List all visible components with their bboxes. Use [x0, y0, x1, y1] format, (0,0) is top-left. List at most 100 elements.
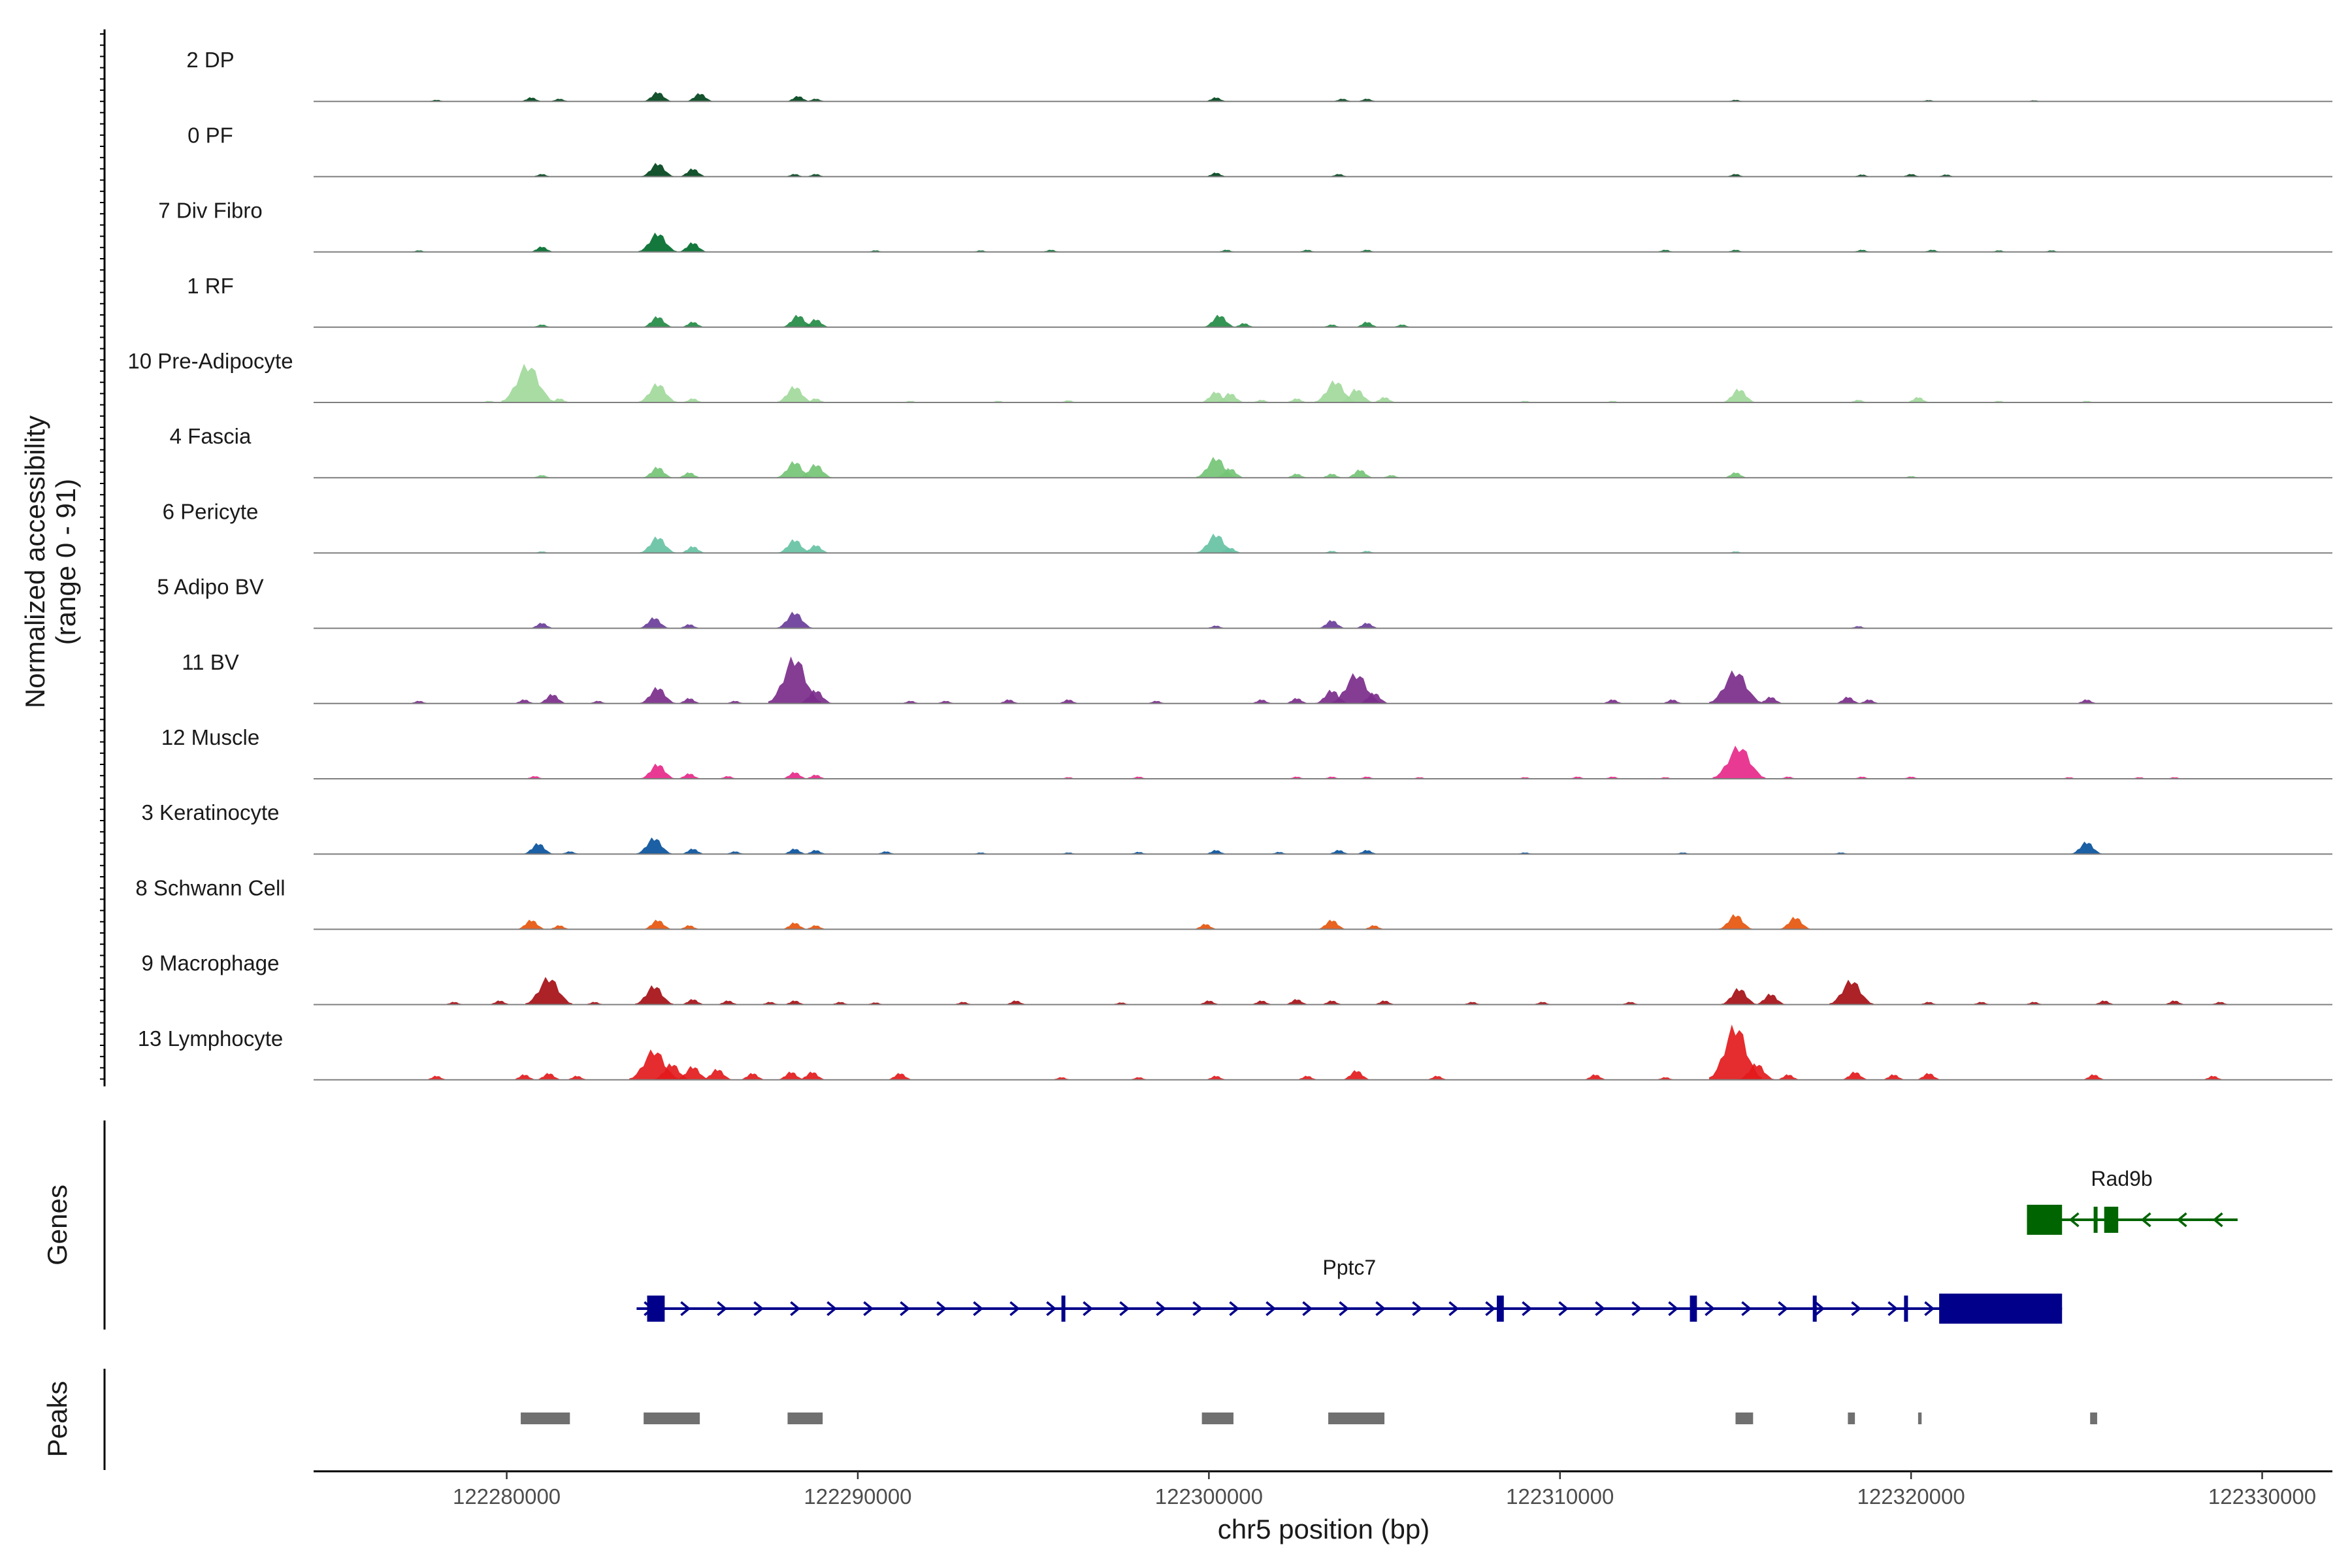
coverage-peak [1346, 469, 1373, 478]
coverage-peak [1320, 473, 1343, 478]
coverage-peak [805, 99, 826, 102]
coverage-peak [802, 544, 830, 553]
coverage-peak [1327, 849, 1350, 855]
gene-strand-arrow [1192, 1301, 1203, 1316]
coverage-peak [1204, 849, 1228, 855]
coverage-peak [724, 851, 746, 855]
gene-label: Rad9b [2091, 1167, 2152, 1190]
gene-exon [2104, 1207, 2119, 1233]
coverage-peak [1218, 547, 1242, 553]
coverage-peak [1722, 388, 1756, 402]
track-label: 1 RF [187, 274, 234, 298]
coverage-peak [681, 398, 704, 402]
x-axis: 122280000 122290000 122300000 122310000 1223… [314, 1470, 2332, 1544]
coverage-track: 5 Adipo BV [157, 575, 2332, 629]
coverage-peak [778, 539, 811, 553]
gene-strand-arrow [1851, 1301, 1862, 1316]
coverage-peak [805, 174, 826, 177]
peak-region [644, 1413, 700, 1424]
track-label: 8 Schwann Cell [135, 875, 285, 900]
gene-exon [647, 1296, 665, 1322]
peaks-panel-label: Peaks [42, 1381, 73, 1458]
coverage-peak [777, 1071, 805, 1080]
coverage-peak [740, 1073, 766, 1080]
coverage-peak [997, 699, 1021, 704]
coverage-track: 1 RF [187, 274, 2332, 328]
gene-strand-arrow [1595, 1301, 1606, 1316]
coverage-peak [681, 999, 705, 1005]
coverage-peak [1250, 699, 1273, 704]
coverage-peak [1841, 1071, 1869, 1080]
coverage-peak [1835, 696, 1861, 704]
coverage-peak [638, 383, 677, 402]
gene-strand-arrow [680, 1301, 691, 1316]
coverage-peak [1128, 1077, 1150, 1080]
coverage-peak [1661, 699, 1684, 704]
track-label: 4 Fascia [170, 424, 252, 448]
coverage-peak [1232, 323, 1256, 327]
x-tick-label: 122310000 [1506, 1484, 1614, 1509]
coverage-peak [1776, 1074, 1801, 1080]
gene-strand-arrow [1668, 1301, 1679, 1316]
coverage-peak [1145, 700, 1167, 704]
coverage-peak [1373, 1000, 1396, 1005]
coverage-peak [519, 97, 543, 102]
genes-panel-label: Genes [42, 1184, 73, 1266]
genes-panel: Genes Pptc7 Rad9b [42, 1120, 2238, 1330]
peak-region [787, 1413, 823, 1424]
coverage-peak [1970, 1002, 1992, 1005]
coverage-peak [1198, 1000, 1220, 1005]
coverage-peak [1620, 1002, 1641, 1005]
coverage-track: 12 Muscle [161, 725, 2332, 779]
coverage-peak [1204, 1075, 1228, 1080]
coverage-peak [642, 466, 673, 478]
gene-exon [1939, 1294, 2063, 1324]
coverage-peak [678, 624, 701, 629]
coverage-peak [1215, 393, 1245, 402]
coverage-peak [529, 623, 554, 629]
gene-strand-arrow [753, 1301, 764, 1316]
gene-strand-arrow [1412, 1301, 1423, 1316]
coverage-peak [1462, 1002, 1483, 1005]
coverage-peak [875, 851, 897, 855]
coverage-peak [784, 174, 806, 177]
coverage-peak [781, 922, 808, 930]
coverage-peak [1900, 174, 1922, 177]
coverage-peak [531, 475, 553, 478]
coverage-peak [524, 776, 546, 779]
coverage-peak [681, 321, 705, 327]
peak-region [521, 1413, 570, 1424]
x-tick-label: 122280000 [453, 1484, 561, 1509]
coverage-peak [641, 163, 674, 177]
coverage-peak [1342, 1070, 1371, 1080]
coverage-peak [804, 925, 827, 930]
gene-strand-arrow [790, 1301, 801, 1316]
track-label: 9 Macrophage [142, 951, 280, 975]
coverage-peak [525, 977, 573, 1005]
coverage-peak [717, 776, 739, 779]
coverage-peak [640, 687, 676, 704]
coverage-peak [1318, 619, 1345, 629]
gene-strand-arrow [900, 1301, 911, 1316]
coverage-peak [678, 925, 701, 930]
peak-region [1848, 1413, 1855, 1424]
coverage-track: 3 Keratinocyte [142, 800, 2332, 855]
coverage-peak [1204, 172, 1228, 177]
coverage-peak [1331, 99, 1353, 102]
gene-exon [1497, 1296, 1504, 1322]
gene-strand-arrow [863, 1301, 874, 1316]
coverage-left-axis: Normalized accessibility (range 0 - 91) [20, 29, 106, 1086]
coverage-peak [531, 324, 553, 327]
gene-exon [1904, 1296, 1908, 1322]
coverage-peak [686, 93, 713, 102]
gene-strand-arrow [1156, 1301, 1167, 1316]
coverage-peak [1654, 1077, 1676, 1080]
coverage-peak [1380, 475, 1402, 478]
track-label: 2 DP [186, 48, 234, 72]
coverage-peak [1051, 1077, 1072, 1080]
gene-strand-arrow [1705, 1301, 1716, 1316]
coverage-peak [1531, 1002, 1554, 1005]
track-label: 0 PF [188, 123, 233, 147]
gene-strand-arrow [1924, 1301, 1935, 1316]
